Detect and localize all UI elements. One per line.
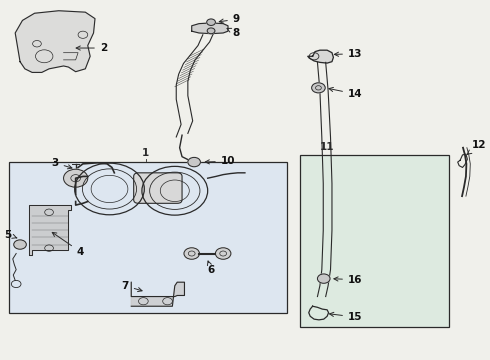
Circle shape [318, 274, 330, 283]
Text: 3: 3 [51, 158, 72, 169]
Polygon shape [29, 205, 71, 255]
Text: 8: 8 [227, 28, 240, 38]
Polygon shape [131, 282, 184, 306]
Text: 15: 15 [329, 312, 363, 322]
Text: 2: 2 [76, 43, 107, 53]
Circle shape [188, 157, 200, 167]
FancyBboxPatch shape [299, 155, 449, 327]
Text: 11: 11 [320, 142, 334, 152]
FancyBboxPatch shape [9, 162, 288, 313]
Circle shape [216, 248, 231, 259]
Text: 14: 14 [329, 87, 363, 99]
Circle shape [184, 248, 199, 259]
Text: 12: 12 [467, 140, 487, 154]
Polygon shape [192, 23, 228, 34]
Text: 7: 7 [122, 281, 142, 292]
Text: 1: 1 [142, 148, 149, 158]
Polygon shape [15, 11, 95, 72]
Text: 9: 9 [219, 14, 240, 24]
Text: 13: 13 [334, 49, 363, 59]
Text: 4: 4 [52, 233, 84, 257]
Circle shape [207, 19, 216, 26]
Text: 16: 16 [334, 275, 363, 285]
FancyBboxPatch shape [134, 173, 182, 203]
Circle shape [312, 83, 325, 93]
Circle shape [14, 240, 26, 249]
Polygon shape [308, 50, 333, 63]
Text: 5: 5 [4, 230, 17, 239]
Circle shape [64, 169, 88, 187]
Text: 6: 6 [207, 261, 215, 275]
Circle shape [207, 28, 215, 34]
Text: 10: 10 [205, 156, 235, 166]
